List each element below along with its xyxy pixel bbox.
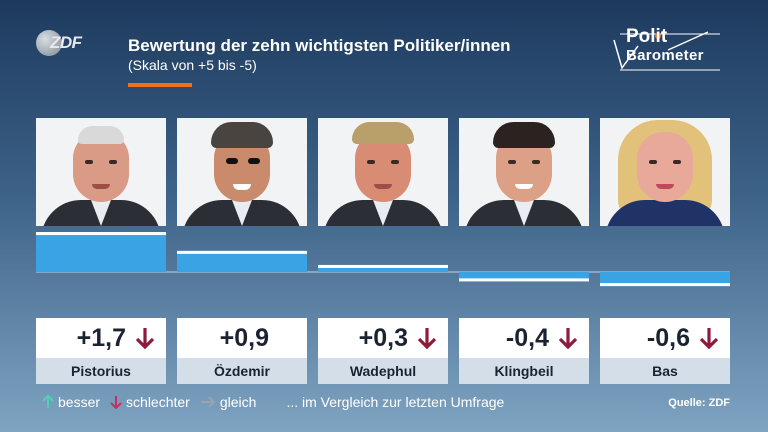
value-box: +0,3 bbox=[318, 318, 448, 358]
chart-subtitle: (Skala von +5 bis -5) bbox=[128, 57, 257, 73]
value-label: +0,3 bbox=[358, 324, 408, 352]
legend-note: ... im Vergleich zur letzten Umfrage bbox=[286, 394, 505, 410]
bar-cap-pistorius bbox=[36, 232, 166, 236]
arrow-down-icon bbox=[699, 328, 719, 350]
portrait-oezdemir bbox=[177, 118, 307, 226]
arrow-down-icon bbox=[135, 328, 155, 350]
zdf-logo: ZDF bbox=[36, 30, 86, 56]
value-card-pistorius: +1,7 Pistorius bbox=[36, 318, 166, 384]
legend-same: gleich bbox=[200, 394, 257, 410]
bar-cap-bas bbox=[600, 283, 730, 287]
name-box: Bas bbox=[600, 358, 730, 384]
legend-same-label: gleich bbox=[219, 394, 257, 410]
zdf-logo-text: ZDF bbox=[50, 33, 82, 52]
value-card-bas: -0,6 Bas bbox=[600, 318, 730, 384]
title-accent-bar bbox=[128, 83, 192, 87]
bar-cap-özdemir bbox=[177, 250, 307, 254]
arrow-right-icon bbox=[200, 396, 216, 408]
value-card-klingbeil: -0,4 Klingbeil bbox=[459, 318, 589, 384]
politbarometer-logo: Polit Barometer bbox=[608, 26, 730, 72]
legend-better-label: besser bbox=[58, 394, 101, 410]
politician-name: Klingbeil bbox=[494, 363, 554, 379]
name-box: Özdemir bbox=[177, 358, 307, 384]
chart-title: Bewertung der zehn wichtigsten Politiker… bbox=[128, 36, 511, 55]
name-box: Wadephul bbox=[318, 358, 448, 384]
politician-name: Özdemir bbox=[213, 363, 270, 379]
politician-name: Bas bbox=[652, 363, 678, 379]
name-box: Pistorius bbox=[36, 358, 166, 384]
value-card-wadephul: +0,3 Wadephul bbox=[318, 318, 448, 384]
value-box: -0,6 bbox=[600, 318, 730, 358]
zdf-logo-disc bbox=[36, 30, 62, 56]
value-card-oezdemir: +0,9 Özdemir bbox=[177, 318, 307, 384]
arrow-down-icon bbox=[417, 328, 437, 350]
legend-better: besser bbox=[42, 394, 100, 410]
value-box: +1,7 bbox=[36, 318, 166, 358]
value-box: -0,4 bbox=[459, 318, 589, 358]
arrow-down-icon bbox=[110, 396, 122, 409]
legend-worse-label: schlechter bbox=[126, 394, 190, 410]
bar-klingbeil bbox=[459, 272, 589, 282]
value-label: +0,9 bbox=[219, 324, 269, 352]
politician-name: Wadephul bbox=[349, 363, 417, 379]
arrow-up-icon bbox=[42, 395, 54, 408]
bar-bas bbox=[600, 272, 730, 287]
brand-line2: Barometer bbox=[626, 47, 704, 64]
value-label: -0,4 bbox=[505, 324, 549, 352]
value-box: +0,9 bbox=[177, 318, 307, 358]
bar-cap-wadephul bbox=[318, 264, 448, 268]
brand-line1: Polit bbox=[626, 26, 668, 47]
legend: besser schlechter gleich ... im Vergleic… bbox=[42, 394, 504, 410]
portrait-wadephul bbox=[318, 118, 448, 226]
value-label: -0,6 bbox=[646, 324, 690, 352]
portrait-pistorius bbox=[36, 118, 166, 226]
legend-worse: schlechter bbox=[110, 394, 190, 410]
source-label: Quelle: ZDF bbox=[668, 397, 730, 409]
portrait-bas bbox=[600, 118, 730, 226]
name-box: Klingbeil bbox=[459, 358, 589, 384]
politbarometer-check-icon bbox=[613, 31, 720, 71]
portrait-klingbeil bbox=[459, 118, 589, 226]
bar-pistorius bbox=[36, 232, 166, 272]
bar-wadephul bbox=[318, 264, 448, 272]
value-label: +1,7 bbox=[76, 324, 126, 352]
bar-cap-klingbeil bbox=[459, 278, 589, 282]
bar-özdemir bbox=[177, 250, 307, 272]
arrow-down-icon bbox=[558, 328, 578, 350]
politician-name: Pistorius bbox=[71, 363, 131, 379]
